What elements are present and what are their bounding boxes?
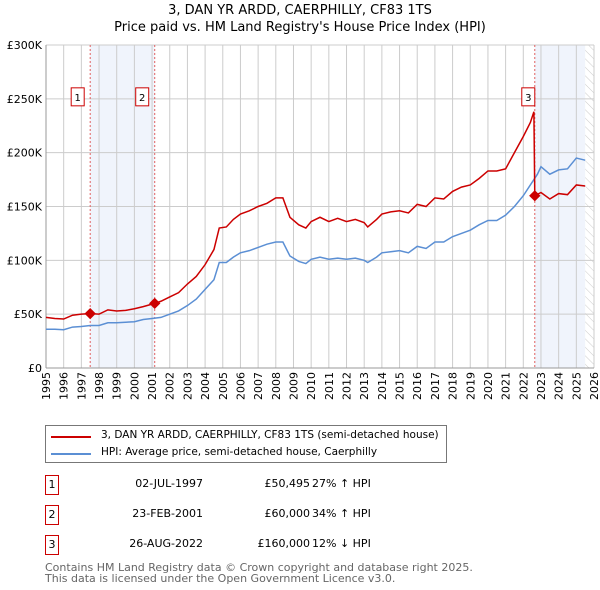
legend: 3, DAN YR ARDD, CAERPHILLY, CF83 1TS (se… bbox=[45, 425, 447, 463]
y-tick-label: £250K bbox=[7, 93, 43, 106]
y-tick-label: £300K bbox=[7, 39, 43, 52]
y-tick-label: £0 bbox=[28, 362, 42, 375]
plot-area: 1995 1996 1997 1998 1999 2000 2001 2002 2003 2004… bbox=[7, 39, 600, 400]
x-tick-label: 2015 bbox=[394, 372, 407, 400]
x-tick-label: 2017 bbox=[429, 372, 442, 400]
x-tick-label: 2019 bbox=[464, 372, 477, 400]
x-tick-label: 2007 bbox=[252, 372, 265, 400]
x-tick-label: 2018 bbox=[447, 372, 460, 400]
sale-row: 1 02-JUL-1997 £50,495 27% ↑ HPI bbox=[45, 475, 445, 495]
sale-label-box bbox=[135, 87, 150, 107]
x-tick-label: 1995 bbox=[40, 372, 53, 400]
x-tick-label: 2005 bbox=[217, 372, 230, 400]
x-tick-label: 1999 bbox=[111, 372, 124, 400]
footer-copyright: Contains HM Land Registry data © Crown c… bbox=[45, 561, 473, 574]
x-tick-label: 2002 bbox=[164, 372, 177, 400]
sale-label: 2 bbox=[139, 93, 145, 104]
footer-licence: This data is licensed under the Open Gov… bbox=[45, 572, 396, 585]
sale-point bbox=[529, 190, 541, 202]
x-tick-label: 2023 bbox=[535, 372, 548, 400]
x-tick-label: 2010 bbox=[305, 372, 318, 400]
x-tick-label: 2014 bbox=[376, 372, 389, 400]
x-tick-label: 2000 bbox=[128, 372, 141, 400]
x-tick-label: 2024 bbox=[553, 372, 566, 400]
x-tick-label: 2026 bbox=[588, 372, 600, 400]
x-tick-label: 2011 bbox=[323, 372, 336, 400]
chart-subtitle: Price paid vs. HM Land Registry's House … bbox=[114, 20, 486, 35]
x-tick-label: 1998 bbox=[93, 372, 106, 400]
sale-row: 3 26-AUG-2022 £160,000 12% ↓ HPI bbox=[45, 535, 445, 555]
y-tick-label: £100K bbox=[7, 254, 43, 267]
x-tick-label: 2003 bbox=[181, 372, 194, 400]
x-tick-label: 2016 bbox=[411, 372, 424, 400]
hpi-line bbox=[46, 157, 586, 331]
x-tick-label: 1997 bbox=[75, 372, 88, 400]
x-tick-label: 2012 bbox=[341, 372, 354, 400]
x-tick-label: 2021 bbox=[500, 372, 513, 400]
sale-label-box bbox=[70, 87, 85, 107]
y-tick-label: £50K bbox=[14, 308, 43, 321]
x-tick-label: 2020 bbox=[482, 372, 495, 400]
x-tick-label: 2022 bbox=[517, 372, 530, 400]
x-tick-label: 2009 bbox=[287, 372, 300, 400]
x-tick-label: 2004 bbox=[199, 372, 212, 400]
sale-row: 2 23-FEB-2001 £60,000 34% ↑ HPI bbox=[45, 505, 445, 525]
y-tick-label: £200K bbox=[7, 147, 43, 160]
sale-label: 3 bbox=[525, 93, 531, 104]
price-line bbox=[45, 111, 586, 320]
x-tick-label: 2006 bbox=[234, 372, 247, 400]
x-tick-label: 2001 bbox=[146, 372, 159, 400]
x-tick-label: 2013 bbox=[358, 372, 371, 400]
x-tick-label: 2025 bbox=[570, 372, 583, 400]
sale-point bbox=[149, 297, 161, 310]
y-tick-label: £150K bbox=[7, 201, 43, 214]
chart-title: 3, DAN YR ARDD, CAERPHILLY, CF83 1TS bbox=[168, 3, 432, 18]
sale-label-box bbox=[521, 87, 536, 107]
sale-label: 1 bbox=[75, 93, 81, 104]
x-tick-label: 2008 bbox=[270, 372, 283, 400]
x-tick-label: 1996 bbox=[58, 372, 71, 400]
